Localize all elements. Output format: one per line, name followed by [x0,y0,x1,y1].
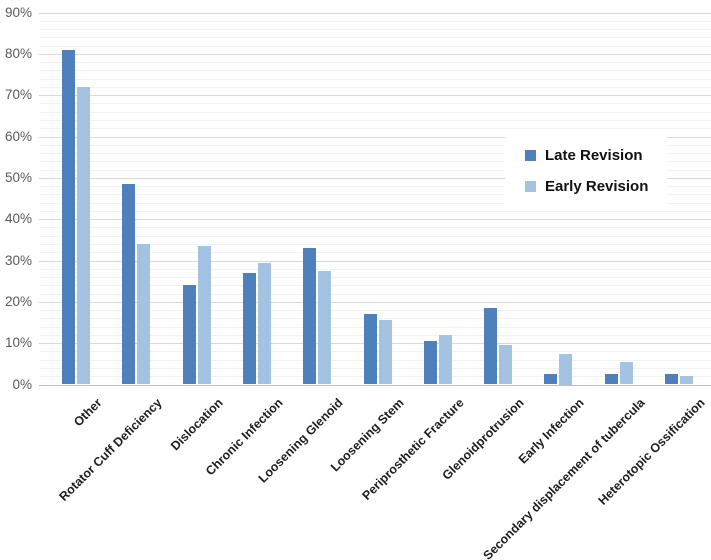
bar [619,361,633,385]
major-gridline [39,177,711,179]
y-axis-tick-label: 30% [4,252,32,268]
minor-gridline [39,285,711,287]
legend-swatch-late-revision [525,150,536,161]
y-axis-tick-label: 70% [4,87,32,103]
legend-item-late-revision: Late Revision [525,147,667,164]
minor-gridline [39,86,711,88]
major-gridline [39,53,711,55]
bar [559,353,573,385]
bar [257,262,271,385]
bar [680,376,693,385]
minor-gridline [39,186,711,188]
y-axis-tick-label: 60% [4,128,32,144]
bar [122,184,136,385]
major-gridline [39,219,711,221]
minor-gridline [39,169,711,171]
bar [423,341,437,385]
minor-gridline [39,128,711,130]
minor-gridline [39,194,711,196]
chart-legend: Late Revision Early Revision [505,133,667,209]
minor-gridline [39,45,711,47]
bar [484,308,498,385]
bar [544,374,558,385]
y-axis-tick-label: 0% [12,376,32,392]
minor-gridline [39,202,711,204]
bar [77,86,90,385]
minor-gridline [39,78,711,80]
minor-gridline [39,144,711,146]
minor-gridline [39,310,711,312]
minor-gridline [39,210,711,212]
bar [665,374,678,385]
y-axis-tick-label: 50% [4,169,32,185]
y-axis-tick-label: 10% [4,335,32,351]
bar [378,320,392,385]
minor-gridline [39,153,711,155]
minor-gridline [39,252,711,254]
bar [438,334,452,385]
minor-gridline [39,29,711,31]
bar [197,246,211,385]
bar [242,272,256,385]
major-gridline [39,301,711,303]
legend-item-early-revision: Early Revision [525,178,667,195]
minor-gridline [39,119,711,121]
minor-gridline [39,20,711,22]
minor-gridline [39,277,711,279]
major-gridline [39,260,711,262]
y-axis-tick-label: 80% [4,45,32,61]
bar [318,270,332,385]
bar [363,314,377,385]
minor-gridline [39,161,711,163]
minor-gridline [39,235,711,237]
bar [303,248,317,385]
legend-swatch-early-revision [525,181,536,192]
major-gridline [39,12,711,14]
bar [62,49,75,385]
minor-gridline [39,70,711,72]
legend-label-early-revision: Early Revision [545,178,649,195]
y-axis-tick-label: 20% [4,293,32,309]
bar [137,243,151,385]
major-gridline [39,136,711,138]
legend-label-late-revision: Late Revision [545,147,643,164]
minor-gridline [39,62,711,64]
y-axis-tick-label: 90% [4,4,32,20]
minor-gridline [39,37,711,39]
minor-gridline [39,103,711,105]
bar [182,285,196,385]
minor-gridline [39,111,711,113]
minor-gridline [39,268,711,270]
x-axis-line [39,384,711,386]
minor-gridline [39,227,711,229]
bar [499,345,513,385]
y-axis-tick-label: 40% [4,211,32,227]
minor-gridline [39,293,711,295]
bar [604,374,618,385]
minor-gridline [39,243,711,245]
major-gridline [39,95,711,97]
